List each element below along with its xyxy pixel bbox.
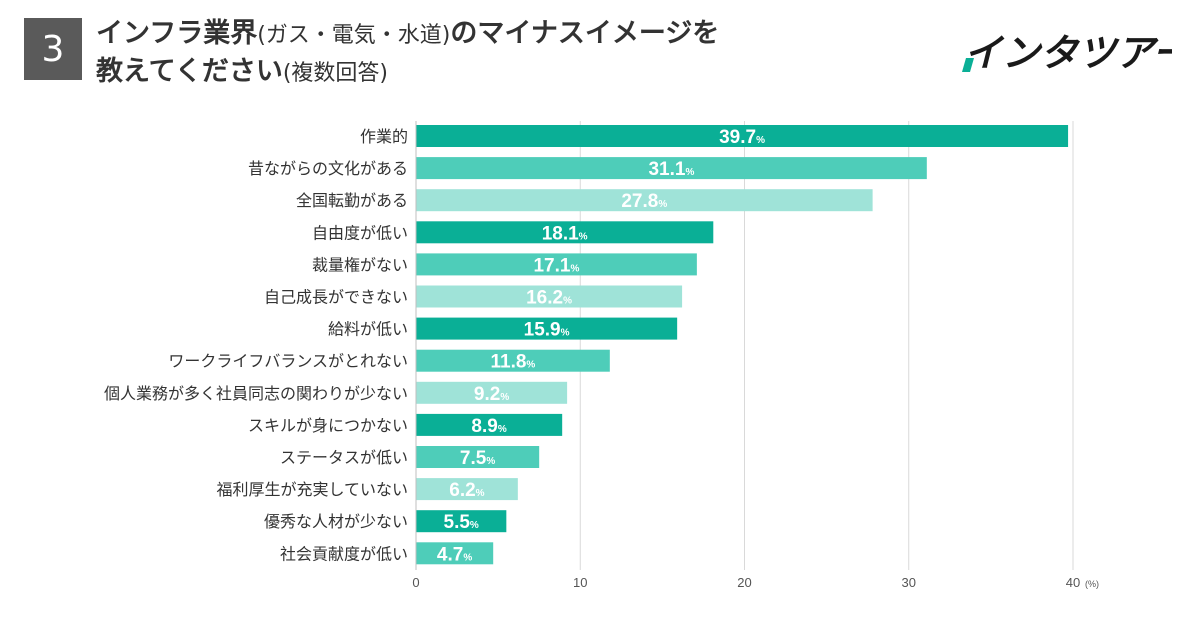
bar: [416, 349, 610, 372]
category-label: 昔ながらの文化がある: [248, 159, 408, 178]
x-unit-label: (%): [1085, 579, 1099, 589]
bar-value-number: 4.7: [437, 544, 463, 565]
title-rest: のマイナスイメージを: [450, 18, 720, 49]
title-line2-text: 教えてください: [96, 56, 283, 87]
bar-value-number: 31.1: [648, 159, 685, 180]
category-label: 給料が低い: [328, 320, 408, 339]
category-label: 裁量権がない: [312, 255, 408, 274]
bar-value-unit: %: [486, 456, 495, 467]
brand-name: インタツアー: [964, 31, 1172, 75]
bar: [416, 221, 714, 244]
category-label: ワークライフバランスがとれない: [168, 352, 408, 371]
category-label: 社会貢献度が低い: [280, 544, 408, 563]
category-label: 作業的: [360, 127, 408, 146]
x-tick-label: 0: [412, 575, 419, 590]
bar-value-label: 17.1%: [533, 255, 579, 276]
bar-value-label: 5.5%: [444, 512, 479, 533]
bar-value-number: 7.5: [460, 448, 487, 469]
bar-value-unit: %: [476, 488, 485, 499]
bar: [416, 125, 1069, 147]
bar-value-unit: %: [500, 392, 509, 403]
category-label: 優秀な人材が少ない: [264, 512, 408, 531]
title-note: (複数回答): [282, 61, 389, 86]
bar-value-label: 31.1%: [648, 159, 694, 180]
bar-value-unit: %: [498, 424, 507, 435]
bar-value-unit: %: [561, 328, 570, 339]
bar-value-number: 17.1: [533, 255, 570, 276]
bar-value-unit: %: [463, 552, 472, 563]
category-label: ステータスが低い: [280, 448, 408, 467]
category-label: 個人業務が多く社員同志の関わりが少ない: [104, 384, 408, 403]
brand-accent-shape: [962, 58, 974, 72]
x-tick-label: 20: [737, 575, 751, 590]
category-label: 自由度が低い: [312, 223, 408, 242]
bar-value-label: 18.1%: [542, 223, 588, 244]
bar: [416, 381, 568, 404]
category-label: 自己成長ができない: [264, 288, 408, 307]
bar-value-label: 9.2%: [474, 384, 509, 405]
category-label: 福利厚生が充実していない: [216, 480, 408, 499]
bar: [416, 317, 678, 340]
x-tick-label: 30: [902, 575, 916, 590]
x-tick-label: 10: [573, 575, 587, 590]
bar-value-number: 18.1: [542, 223, 579, 244]
bar-value-label: 7.5%: [460, 448, 495, 469]
title-line-2: 教えてください(複数回答): [96, 54, 816, 92]
title-paren: (ガス・電気・水道): [257, 23, 451, 48]
bar-value-number: 16.2: [526, 288, 563, 309]
bar-value-label: 11.8%: [490, 352, 535, 373]
bar-value-number: 39.7: [719, 127, 756, 148]
bar-value-unit: %: [756, 135, 765, 146]
bar-value-number: 15.9: [524, 320, 561, 341]
bar: [416, 253, 697, 276]
bar-value-unit: %: [470, 520, 479, 531]
bar-value-unit: %: [685, 167, 694, 178]
bar: [416, 510, 507, 533]
title-main: インフラ業界: [96, 18, 258, 49]
bar: [416, 157, 927, 180]
bar-value-label: 4.7%: [437, 544, 472, 565]
bar-value-number: 27.8: [621, 191, 658, 212]
question-number: 3: [41, 28, 65, 70]
bar-value-unit: %: [526, 360, 535, 371]
bar: [416, 446, 540, 468]
bar: [416, 285, 683, 308]
bar-value-label: 6.2%: [449, 480, 484, 501]
bar-value-number: 5.5: [444, 512, 471, 533]
bar-value-number: 6.2: [449, 480, 475, 501]
question-number-badge: 3: [24, 18, 82, 80]
bar: [416, 413, 563, 436]
brand-logo: インタツアー: [962, 24, 1172, 78]
bar-value-unit: %: [658, 199, 667, 210]
bar: [416, 478, 518, 501]
bar-value-label: 8.9%: [471, 416, 506, 437]
bar-value-label: 27.8%: [621, 191, 667, 212]
bar-value-unit: %: [570, 263, 579, 274]
bar: [416, 189, 873, 212]
bar-value-number: 8.9: [471, 416, 497, 437]
bar-value-unit: %: [579, 231, 588, 242]
bar-value-label: 16.2%: [526, 288, 572, 309]
x-tick-label: 40: [1066, 575, 1080, 590]
bar-value-number: 11.8: [490, 352, 526, 373]
bar-value-label: 39.7%: [719, 127, 765, 148]
bar: [416, 542, 494, 565]
bar-value-unit: %: [563, 296, 572, 307]
title-line-1: インフラ業界(ガス・電気・水道)のマイナスイメージを: [96, 16, 816, 54]
brand-logo-image: インタツアー: [962, 31, 1172, 75]
page-title: インフラ業界(ガス・電気・水道)のマイナスイメージを 教えてください(複数回答): [96, 16, 816, 92]
category-label: スキルが身につかない: [248, 416, 408, 435]
bar-value-number: 9.2: [474, 384, 500, 405]
bar-value-label: 15.9%: [524, 320, 570, 341]
category-label: 全国転勤がある: [296, 191, 408, 210]
